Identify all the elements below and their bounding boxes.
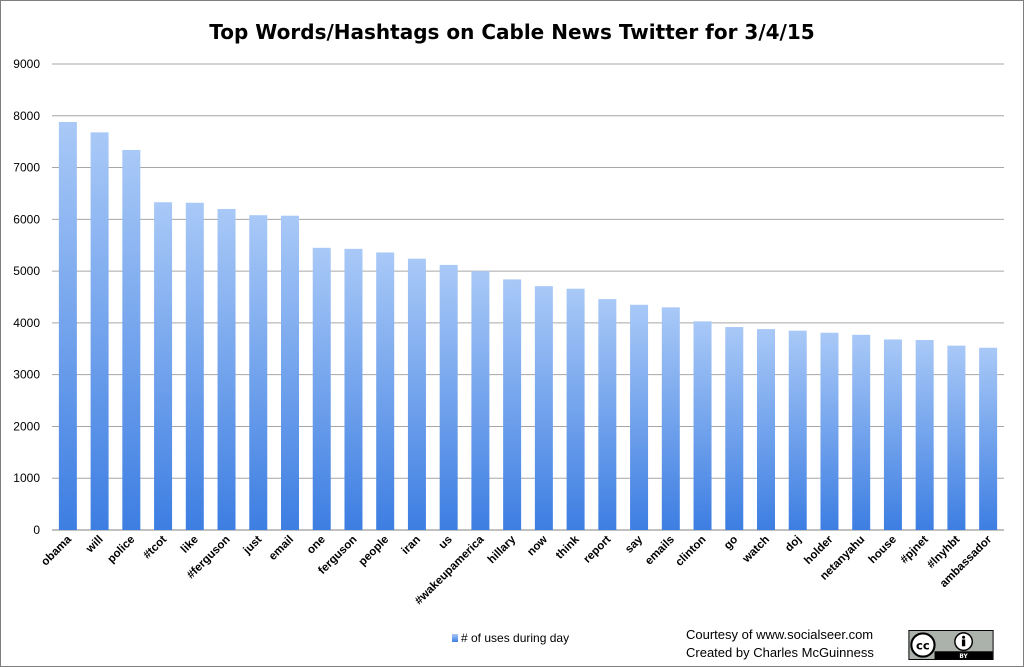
gridlines <box>52 63 1004 531</box>
x-category-label: hillary <box>486 533 519 566</box>
bar-say <box>630 304 649 530</box>
bar-pjnet <box>915 339 934 530</box>
bar-wakeupamerica <box>471 271 490 530</box>
chart-title: Top Words/Hashtags on Cable News Twitter… <box>209 20 814 44</box>
bar-now <box>534 286 553 530</box>
bar-obama <box>58 121 77 531</box>
x-category-label: will <box>83 534 105 556</box>
bar-ferguson <box>344 248 363 530</box>
credits: Courtesy of www.socialseer.com Created b… <box>686 626 874 662</box>
x-category-label: doj <box>783 534 804 555</box>
x-category-label: obama <box>39 533 74 568</box>
bar-think <box>566 288 585 530</box>
bars <box>58 121 998 531</box>
x-category-label: think <box>554 533 582 561</box>
y-tick-label: 0 <box>33 523 40 537</box>
credits-author: Created by Charles McGuinness <box>686 645 874 660</box>
bar-tcot <box>154 202 173 530</box>
x-category-label: like <box>179 534 201 556</box>
bar-watch <box>757 329 775 530</box>
x-category-label: watch <box>740 534 772 566</box>
x-category-label: go <box>722 534 740 552</box>
bar-ambassador <box>979 347 998 530</box>
x-category-label: now <box>525 534 550 559</box>
y-axis-ticks: 0 1000 2000 3000 4000 5000 6000 7000 8000 9000 <box>13 57 40 537</box>
legend-swatch <box>452 634 458 642</box>
bar-go <box>725 327 744 530</box>
y-tick-label: 3000 <box>13 368 40 382</box>
bar-hillary <box>503 279 522 530</box>
bar-email <box>281 215 299 530</box>
x-category-label: say <box>623 533 645 555</box>
x-category-label: us <box>437 534 455 552</box>
y-tick-label: 8000 <box>13 109 40 123</box>
by-text: BY <box>959 654 968 660</box>
bar-holder <box>820 332 839 530</box>
bar-will <box>90 132 109 530</box>
legend-label: # of uses during day <box>461 631 569 645</box>
y-tick-label: 4000 <box>13 316 40 330</box>
bar-emails <box>661 307 680 530</box>
x-category-label: #tcot <box>141 534 169 562</box>
x-category-label: email <box>267 534 296 563</box>
bar-us <box>439 264 458 530</box>
x-category-label: police <box>105 534 137 566</box>
x-axis-categories: obama will police #tcot like#ferguson just ema… <box>39 533 994 607</box>
bar-lnyhbt <box>947 345 966 530</box>
bar-people <box>376 252 395 530</box>
y-tick-label: 9000 <box>13 57 40 71</box>
y-tick-label: 1000 <box>13 471 40 485</box>
bar-iran <box>407 258 426 530</box>
x-category-label: iran <box>400 534 423 557</box>
y-tick-label: 6000 <box>13 212 40 226</box>
bar-one <box>312 247 331 530</box>
legend: # of uses during day <box>452 631 569 645</box>
bar-ferguson <box>217 208 236 531</box>
x-category-label: house <box>867 534 899 566</box>
y-tick-label: 2000 <box>13 419 40 433</box>
credits-source: Courtesy of www.socialseer.com <box>686 627 874 642</box>
y-tick-label: 5000 <box>13 264 40 278</box>
creative-commons-by-icon: cc BY <box>908 630 994 660</box>
bar-report <box>598 299 617 530</box>
x-category-label: one <box>305 534 328 557</box>
x-category-label: just <box>241 534 265 558</box>
bar-just <box>249 215 268 530</box>
cc-text: cc <box>916 638 930 652</box>
bar-like <box>185 202 204 530</box>
bar-clinton <box>693 321 712 530</box>
bar-house <box>883 339 902 530</box>
x-category-label: report <box>581 534 613 566</box>
x-category-label: clinton <box>674 534 709 569</box>
bar-police <box>122 149 141 530</box>
bar-netanyahu <box>852 334 871 530</box>
x-category-label: people <box>357 534 392 569</box>
x-category-label: emails <box>643 534 677 568</box>
y-tick-label: 7000 <box>13 161 40 175</box>
bar-doj <box>788 330 807 530</box>
